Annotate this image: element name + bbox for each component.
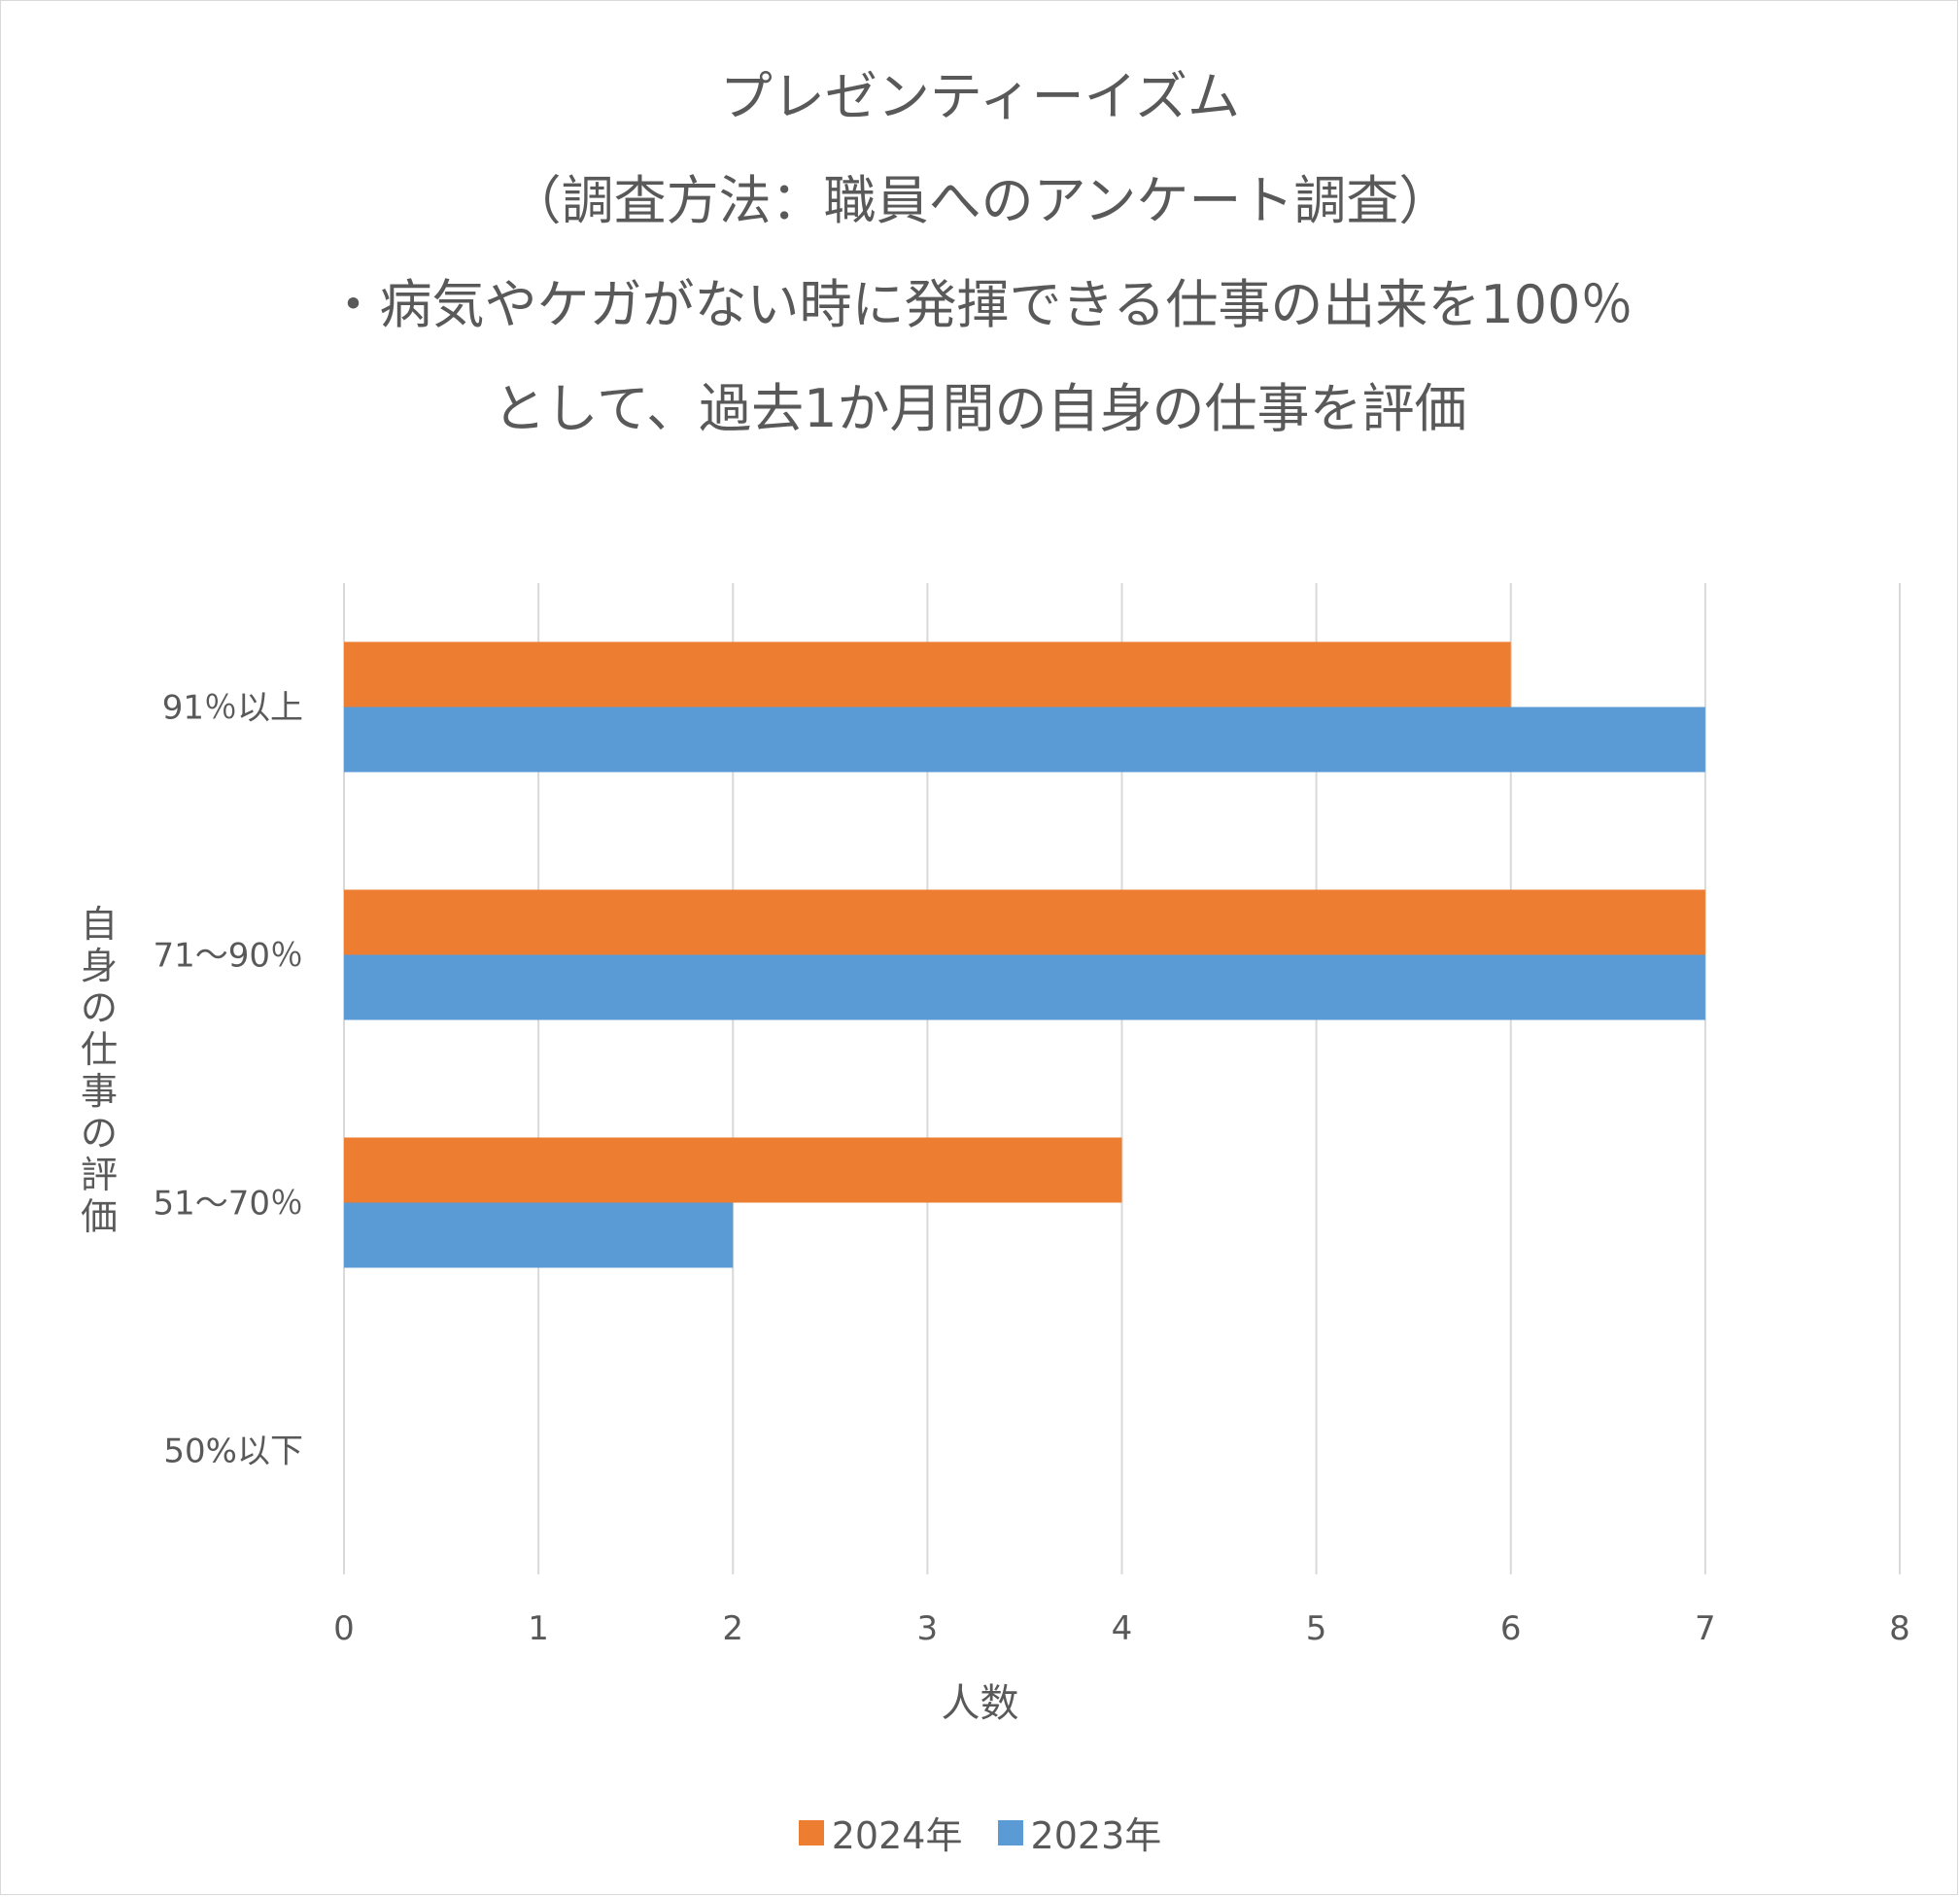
y-tick-label-1: 71～90％: [153, 937, 303, 976]
x-tick-label-8: 8: [1889, 1609, 1910, 1648]
legend-label-2024: 2024年: [831, 1814, 963, 1857]
y-axis-title: 自身の仕事の評価: [80, 903, 118, 1238]
y-tick-label-0: 91％以上: [162, 689, 303, 728]
legend-item-2023: 2023年: [997, 1806, 1162, 1859]
legend-swatch-2023: [997, 1819, 1023, 1845]
bar-2023年-1: [344, 954, 1705, 1020]
bars: [344, 641, 1705, 1268]
x-tick-label-1: 1: [528, 1609, 549, 1648]
x-tick-label-2: 2: [722, 1609, 743, 1648]
bar-2024年-0: [344, 641, 1511, 707]
x-tick-label-3: 3: [917, 1609, 939, 1648]
title-line-2: （調査方法：職員へのアンケート調査）: [508, 170, 1452, 231]
chart-title: プレゼンティーイズム （調査方法：職員へのアンケート調査） ・病気やケガがない時…: [0, 45, 1960, 461]
title-line-4: として、過去1か月間の自身の仕事を評価: [493, 378, 1467, 439]
bar-2023年-2: [344, 1202, 734, 1268]
legend-swatch-2024: [798, 1819, 824, 1845]
x-tick-label-5: 5: [1306, 1609, 1327, 1648]
x-axis-title: 人数: [941, 1681, 1019, 1726]
legend: 2024年 2023年: [0, 1806, 1960, 1859]
x-tick-label-4: 4: [1112, 1609, 1133, 1648]
title-line-3: ・病気やケガがない時に発揮できる仕事の出来を100％: [327, 274, 1633, 335]
y-tick-label-3: 50%以下: [163, 1432, 303, 1471]
bar-2024年-1: [344, 889, 1705, 955]
x-tick-label-6: 6: [1500, 1609, 1522, 1648]
bar-2023年-0: [344, 707, 1705, 773]
y-tick-label-2: 51～70％: [153, 1185, 303, 1224]
legend-item-2024: 2024年: [798, 1806, 963, 1859]
legend-label-2023: 2023年: [1030, 1814, 1162, 1857]
x-tick-label-7: 7: [1695, 1609, 1716, 1648]
title-line-1: プレゼンティーイズム: [719, 66, 1241, 127]
tick-labels: 0 1 2 3 4 5 6 7 8 91％以上 71～90％ 51～70％ 50%以下: [153, 689, 1909, 1649]
bar-2024年-2: [344, 1137, 1122, 1203]
x-tick-label-0: 0: [333, 1609, 355, 1648]
